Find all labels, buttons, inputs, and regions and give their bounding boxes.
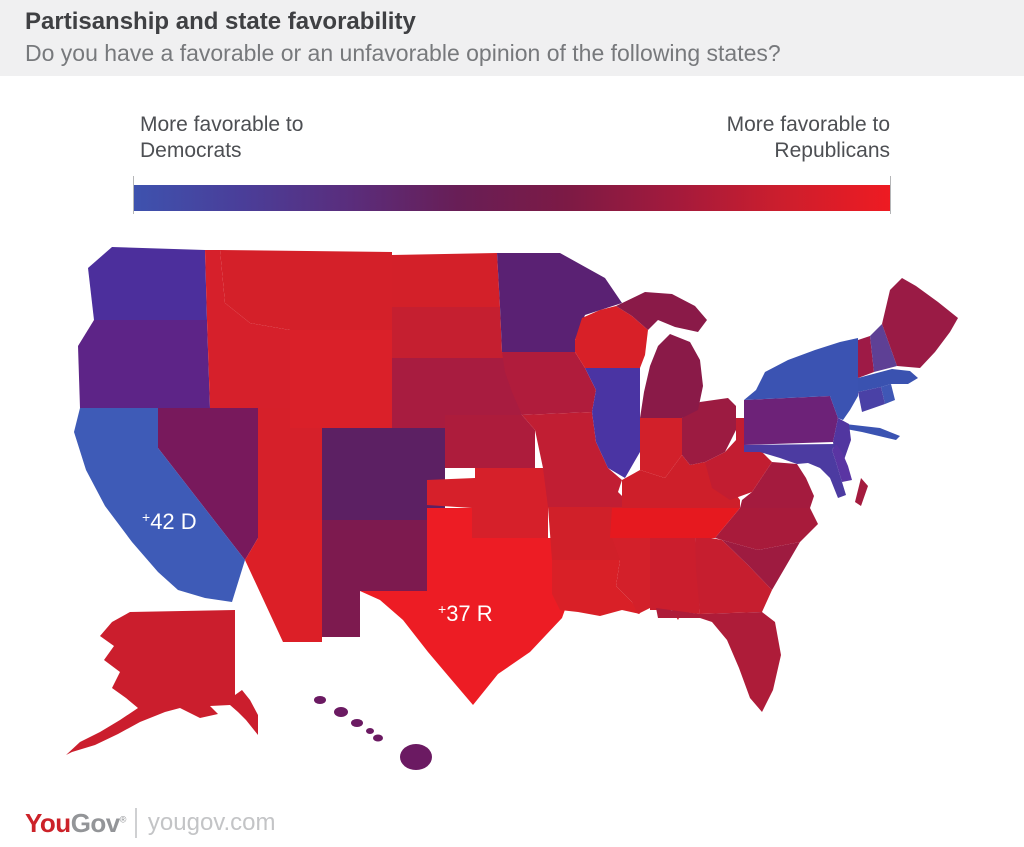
legend-tick-left xyxy=(133,176,134,214)
state-fl xyxy=(656,608,781,712)
state-wa xyxy=(88,247,207,320)
state-ok xyxy=(427,468,548,538)
state-md xyxy=(744,444,846,498)
state-il xyxy=(585,368,640,478)
footer-site-url: yougov.com xyxy=(147,809,276,836)
state-va xyxy=(740,462,868,508)
page-title: Partisanship and state favorability xyxy=(25,8,416,35)
header: Partisanship and state favorability Do y… xyxy=(0,0,1024,76)
state-al xyxy=(650,535,700,620)
state-co xyxy=(322,428,445,520)
state-nh xyxy=(870,324,897,372)
state-ar xyxy=(548,507,626,560)
state-ms xyxy=(612,538,650,614)
state-mn xyxy=(497,253,622,352)
legend-label-republicans: More favorable to Republicans xyxy=(727,112,890,164)
state-tn xyxy=(610,508,740,538)
state-tx xyxy=(360,508,572,705)
state-ga xyxy=(695,535,772,614)
state-ia xyxy=(502,352,596,415)
state-mi xyxy=(616,292,707,418)
state-ri xyxy=(881,384,895,404)
map-label-texas: +37 R xyxy=(438,601,493,626)
state-wi xyxy=(575,306,648,368)
state-wv xyxy=(705,418,772,500)
legend-label-republicans-line1: More favorable to xyxy=(726,113,890,136)
state-nm xyxy=(322,520,427,637)
yougov-logo: YouGov® xyxy=(25,808,126,839)
legend-label-democrats-line2: Democrats xyxy=(140,139,242,162)
legend-label-democrats-line1: More favorable to xyxy=(140,113,304,136)
state-ak xyxy=(66,610,258,755)
yougov-logo-you: You xyxy=(25,807,71,838)
state-wy xyxy=(290,330,392,428)
footer-divider xyxy=(134,808,137,838)
state-vt xyxy=(858,336,874,378)
legend-label-democrats: More favorable to Democrats xyxy=(140,112,303,164)
legend-tick-right xyxy=(890,176,891,214)
state-ny xyxy=(744,338,900,440)
state-ne xyxy=(392,358,522,428)
state-ks xyxy=(445,415,535,468)
state-hi xyxy=(314,696,432,770)
state-de xyxy=(832,444,852,482)
page-subtitle: Do you have a favorable or an unfavorabl… xyxy=(25,40,781,66)
map-label-california: +42 D xyxy=(142,509,197,534)
state-nd xyxy=(392,253,500,307)
registered-mark-icon: ® xyxy=(119,813,127,824)
state-me xyxy=(882,278,958,368)
state-or xyxy=(78,320,210,408)
state-ca xyxy=(74,408,245,602)
state-id xyxy=(205,250,290,408)
state-nc xyxy=(715,508,818,550)
state-pa xyxy=(744,396,838,445)
state-az xyxy=(245,520,322,642)
state-oh xyxy=(682,398,736,465)
state-mt xyxy=(220,250,392,330)
state-ct xyxy=(858,387,885,412)
state-sd xyxy=(392,307,505,358)
state-la xyxy=(552,560,640,616)
footer: YouGov® yougov.com xyxy=(25,806,276,840)
legend-gradient-bar xyxy=(134,185,890,211)
state-in xyxy=(640,418,682,478)
state-ut xyxy=(258,408,322,520)
state-mo xyxy=(522,412,626,507)
state-nv xyxy=(158,408,258,560)
yougov-logo-gov: Gov xyxy=(70,807,121,838)
legend-label-republicans-line2: Republicans xyxy=(774,139,890,162)
state-sc xyxy=(722,540,800,590)
state-ma xyxy=(858,369,918,392)
